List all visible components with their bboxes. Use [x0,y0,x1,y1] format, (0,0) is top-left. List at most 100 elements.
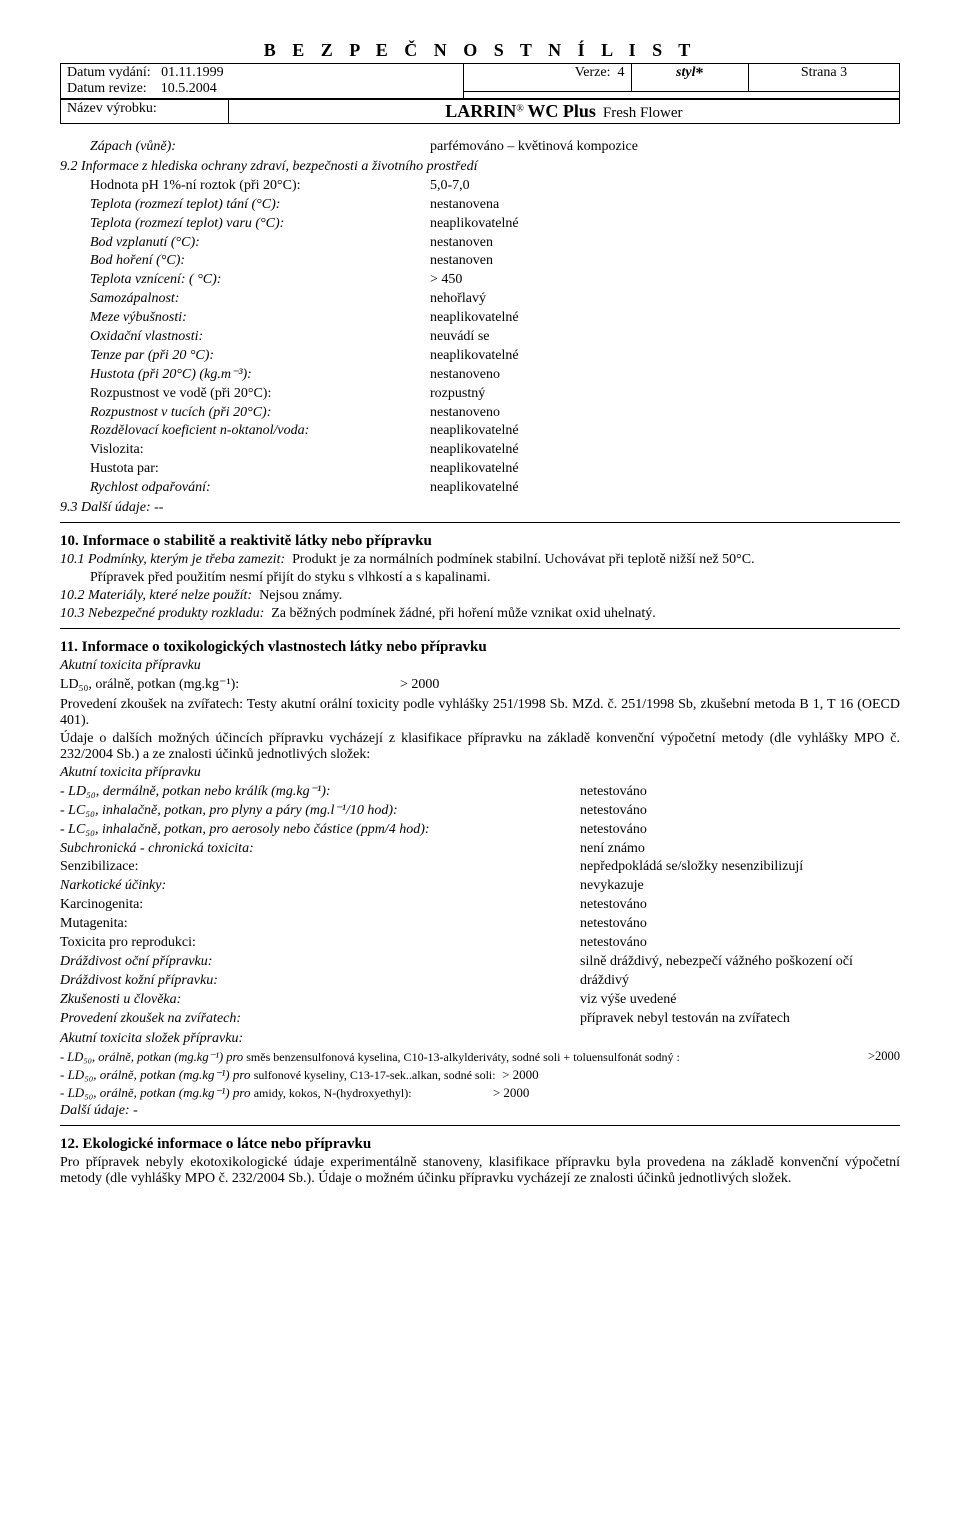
s11-akut1: Akutní toxicita přípravku [60,658,201,673]
oxid-l: Oxidační vlastnosti: [90,328,430,347]
s10-p3b: Za běžných podmínek žádné, při hoření mů… [271,606,655,621]
visk-l: Vislozita: [90,441,430,460]
doc-title: B E Z P E Č N O S T N Í L I S T [60,40,900,61]
ld50-l: LD₅₀, orálně, potkan (mg.kg⁻¹): [60,676,400,695]
odpar-v: neaplikovatelné [430,479,519,498]
s11-dalsi: Další údaje: - [60,1103,138,1118]
c3a: - LD₅₀, orálně, potkan (mg.kg⁻¹) pro [60,1085,254,1100]
r5-l: Senzibilizace: [60,859,139,874]
hpar-v: neaplikovatelné [430,460,519,479]
r12-v: viz výše uvedené [580,991,676,1010]
c2v: > 2000 [502,1067,539,1082]
vzplan-l: Bod vzplanutí (°C): [90,234,430,253]
meze-v: neaplikovatelné [430,309,519,328]
product-name: LARRIN [445,101,516,121]
s12-head: 12. Ekologické informace o látce nebo př… [60,1136,900,1153]
rozptuk-l: Rozpustnost v tucích (při 20°C): [90,404,430,423]
section-10: 10. Informace o stabilitě a reaktivitě l… [60,533,900,622]
s12-p1: Pro přípravek nebyly ekotoxikologické úd… [60,1155,900,1187]
r10-l: Dráždivost oční přípravku: [60,954,212,969]
page-label: Strana 3 [801,65,847,80]
r13-l: Provedení zkoušek na zvířatech: [60,1011,241,1026]
r4-v: není známo [580,840,645,859]
section-12: 12. Ekologické informace o látce nebo př… [60,1136,900,1187]
s10-p3a: 10.3 Nebezpečné produkty rozkladu: [60,606,264,621]
product-label: Název výrobku: [67,101,157,116]
product-reg: ® [516,103,524,114]
r4-l: Subchronická - chronická toxicita: [60,841,254,856]
meze-l: Meze výbušnosti: [90,309,430,328]
r1-l: - LD₅₀, dermálně, potkan nebo králík (mg… [60,784,331,799]
c1b: směs benzensulfonová kyselina, C10-13-al… [246,1050,680,1064]
r6-v: nevykazuje [580,877,644,896]
s10-p1b: Produkt je za normálních podmínek stabil… [292,552,754,567]
rozpvoda-v: rozpustný [430,385,485,404]
c1a: - LD₅₀, orálně, potkan (mg.kg⁻¹) pro [60,1050,246,1064]
c3v: > 2000 [493,1085,530,1100]
koef-l: Rozdělovací koeficient n-oktanol/voda: [90,422,430,441]
brand: styl [676,65,695,80]
tenze-v: neaplikovatelné [430,347,519,366]
oxid-v: neuvádí se [430,328,489,347]
vzniceni-l: Teplota vznícení: ( °C): [90,271,430,290]
sub92: 9.2 Informace z hlediska ochrany zdraví,… [60,159,900,175]
s10-p1c: Přípravek před použitím nesmí přijít do … [90,570,900,586]
r9-v: netestováno [580,934,647,953]
tenze-l: Tenze par (při 20 °C): [90,347,430,366]
s11-akut2: Akutní toxicita přípravku [60,765,201,780]
hustota-l: Hustota (při 20°C) (kg.m⁻³): [90,366,430,385]
r7-v: netestováno [580,896,647,915]
version-val: 4 [618,65,625,80]
r2-l: - LC₅₀, inhalačně, potkan, pro plyny a p… [60,803,398,818]
r12-l: Zkušenosti u člověka: [60,992,181,1007]
samozap-v: nehořlavý [430,290,486,309]
s10-head: 10. Informace o stabilitě a reaktivitě l… [60,533,900,550]
vzniceni-v: > 450 [430,271,462,290]
odpar-l: Rychlost odpařování: [90,479,430,498]
tvaru-v: neaplikovatelné [430,215,519,234]
r8-v: netestováno [580,915,647,934]
r10-v: silně dráždivý, nebezpečí vážného poškoz… [580,953,853,972]
horeni-v: nestanoven [430,252,493,271]
ld50-v: > 2000 [400,676,439,695]
r9-l: Toxicita pro reprodukci: [60,935,196,950]
c3b: amidy, kokos, N-(hydroxyethyl): [254,1086,412,1100]
section-11: 11. Informace o toxikologických vlastnos… [60,639,900,1118]
ph-l: Hodnota pH 1%-ní roztok (při 20°C): [90,177,430,196]
ttani-l: Teplota (rozmezí teplot) tání (°C): [90,196,430,215]
ph-v: 5,0-7,0 [430,177,470,196]
s10-p2b: Nejsou známy. [259,588,342,603]
zapach-l: Zápach (vůně): [90,138,430,157]
rozptuk-v: nestanoveno [430,404,500,423]
r3-l: - LC₅₀, inhalačně, potkan, pro aerosoly … [60,822,430,837]
rev-date: 10.5.2004 [161,81,217,96]
r2-v: netestováno [580,802,647,821]
s11-proved: Provedení zkoušek na zvířatech: Testy ak… [60,697,900,729]
product-variant: Fresh Flower [603,105,683,121]
ttani-v: nestanovena [430,196,499,215]
c2a: - LD₅₀, orálně, potkan (mg.kg⁻¹) pro [60,1067,254,1082]
samozap-l: Samozápalnost: [90,290,430,309]
hpar-l: Hustota par: [90,460,430,479]
brand-mark: * [695,65,703,82]
rozpvoda-l: Rozpustnost ve vodě (při 20°C): [90,385,430,404]
r1-v: netestováno [580,783,647,802]
r6-l: Narkotické účinky: [60,878,166,893]
s11-udaje: Údaje o dalších možných účincích příprav… [60,731,900,763]
tvaru-l: Teplota (rozmezí teplot) varu (°C): [90,215,430,234]
r13-v: přípravek nebyl testován na zvířatech [580,1010,790,1029]
r11-l: Dráždivost kožní přípravku: [60,973,218,988]
koef-v: neaplikovatelné [430,422,519,441]
r11-v: dráždivý [580,972,629,991]
s11-head: 11. Informace o toxikologických vlastnos… [60,639,900,656]
section-9: Zápach (vůně):parfémováno – květinová ko… [60,138,900,516]
product-row: Název výrobku: LARRIN® WC Plus Fresh Flo… [60,99,900,124]
r8-l: Mutagenita: [60,916,128,931]
sub93: 9.3 Další údaje: -- [60,500,900,516]
r5-v: nepředpokládá se/složky nesenzibilizují [580,858,803,877]
horeni-l: Bod hoření (°C): [90,252,430,271]
visk-v: neaplikovatelné [430,441,519,460]
s10-p2a: 10.2 Materiály, které nelze použít: [60,588,252,603]
header-table: Datum vydání: 01.11.1999 Datum revize: 1… [60,63,900,99]
hustota-v: nestanoveno [430,366,500,385]
